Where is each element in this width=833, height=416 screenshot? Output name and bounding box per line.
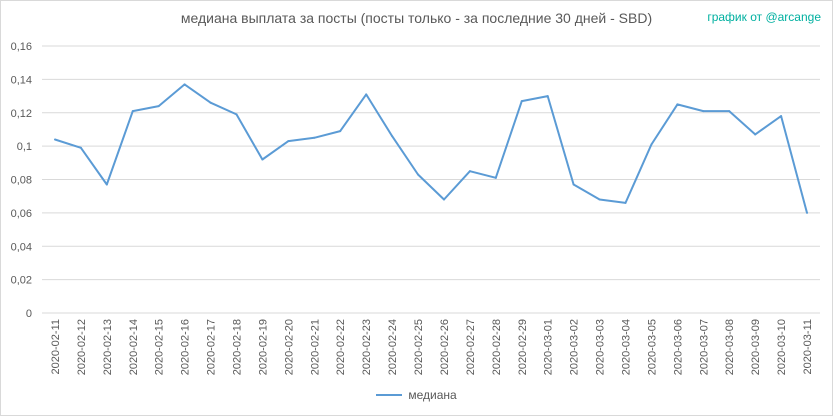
data-point: [365, 93, 368, 96]
x-tick-label: 2020-03-04: [621, 319, 633, 375]
x-tick-label: 2020-02-25: [413, 319, 425, 375]
y-tick-label: 0,14: [11, 74, 32, 86]
x-tick-label: 2020-02-17: [206, 319, 218, 375]
data-point: [728, 110, 731, 113]
data-point: [313, 136, 316, 139]
data-point: [650, 143, 653, 146]
data-point: [572, 183, 575, 186]
data-point: [806, 211, 809, 214]
chart-credit: график от @arcange: [707, 10, 821, 24]
x-tick-label: 2020-03-01: [543, 319, 555, 375]
data-point: [417, 173, 420, 176]
y-tick-label: 0,04: [11, 241, 32, 253]
y-tick-label: 0: [26, 308, 32, 320]
x-tick-label: 2020-02-27: [465, 319, 477, 375]
data-point: [676, 103, 679, 106]
data-point: [235, 113, 238, 116]
data-point: [209, 101, 212, 104]
data-point: [520, 100, 523, 103]
legend-swatch: [376, 394, 403, 396]
x-tick-label: 2020-03-08: [724, 319, 736, 375]
x-tick-label: 2020-02-16: [180, 319, 192, 375]
x-tick-label: 2020-03-09: [750, 319, 762, 375]
data-point: [468, 170, 471, 173]
data-point: [494, 176, 497, 179]
legend: медиана: [0, 388, 833, 402]
y-tick-label: 0,16: [11, 41, 32, 53]
y-tick-label: 0,02: [11, 275, 32, 287]
data-point: [391, 135, 394, 138]
x-tick-label: 2020-03-06: [672, 319, 684, 375]
x-tick-label: 2020-02-15: [154, 319, 166, 375]
x-tick-label: 2020-03-02: [569, 319, 581, 375]
x-tick-label: 2020-02-12: [76, 319, 88, 375]
data-point: [702, 110, 705, 113]
data-point: [780, 115, 783, 118]
x-tick-label: 2020-02-11: [50, 319, 62, 374]
data-point: [624, 201, 627, 204]
data-point: [754, 133, 757, 136]
y-tick-label: 0,06: [11, 208, 32, 220]
x-tick-label: 2020-02-24: [387, 319, 399, 375]
data-point: [442, 198, 445, 201]
data-point: [131, 110, 134, 113]
data-point: [287, 140, 290, 143]
series-line: [54, 83, 808, 214]
x-tick-label: 2020-02-19: [257, 319, 269, 375]
x-tick-label: 2020-02-21: [309, 319, 321, 375]
y-tick-label: 0,12: [11, 108, 32, 120]
data-point: [157, 105, 160, 108]
legend-label: медиана: [408, 388, 457, 402]
x-tick-label: 2020-02-28: [491, 319, 503, 375]
x-tick-label: 2020-03-05: [646, 319, 658, 375]
data-point: [261, 158, 264, 161]
x-tick-label: 2020-02-29: [517, 319, 529, 375]
y-tick-label: 0,1: [17, 141, 32, 153]
x-tick-label: 2020-02-26: [439, 319, 451, 375]
x-tick-label: 2020-03-03: [595, 319, 607, 375]
x-tick-label: 2020-02-20: [283, 319, 295, 375]
data-point: [53, 138, 56, 141]
x-tick-label: 2020-03-10: [776, 319, 788, 375]
x-tick-label: 2020-03-11: [802, 319, 814, 374]
data-point: [339, 130, 342, 133]
chart-title: медиана выплата за посты (посты только -…: [180, 10, 653, 26]
x-tick-label: 2020-02-13: [102, 319, 114, 375]
y-tick-label: 0,08: [11, 175, 32, 187]
x-tick-label: 2020-02-22: [335, 319, 347, 375]
data-point: [105, 183, 108, 186]
data-point: [183, 83, 186, 86]
data-point: [79, 146, 82, 149]
x-tick-label: 2020-02-23: [361, 319, 373, 375]
data-point: [598, 198, 601, 201]
x-tick-label: 2020-02-14: [128, 319, 140, 375]
data-point: [546, 95, 549, 98]
x-tick-label: 2020-03-07: [698, 319, 710, 375]
x-tick-label: 2020-02-18: [232, 319, 244, 375]
